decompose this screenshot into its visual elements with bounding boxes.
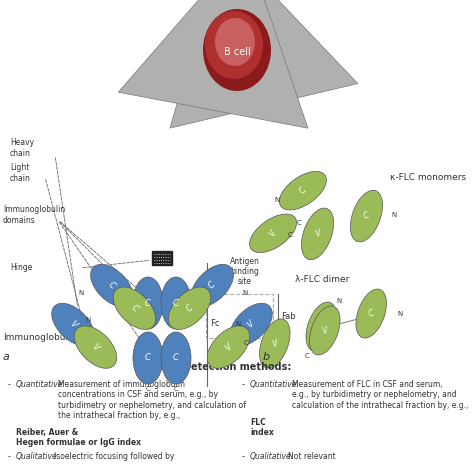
Ellipse shape (168, 287, 211, 329)
Text: V: V (314, 229, 321, 239)
Text: C: C (173, 386, 178, 392)
Text: -: - (242, 452, 245, 461)
Ellipse shape (207, 326, 250, 368)
Ellipse shape (301, 208, 334, 260)
Text: C: C (362, 211, 371, 221)
Ellipse shape (191, 264, 233, 307)
Text: C: C (317, 321, 325, 332)
Ellipse shape (113, 287, 155, 329)
Text: C: C (298, 186, 308, 195)
Text: Light
chain: Light chain (10, 164, 31, 182)
Ellipse shape (91, 264, 133, 307)
Ellipse shape (356, 289, 386, 338)
Ellipse shape (161, 332, 191, 384)
Text: V: V (223, 342, 234, 352)
Text: Fc: Fc (210, 319, 219, 328)
Text: Reiber, Auer &
Hegen formulae or IgG index: Reiber, Auer & Hegen formulae or IgG ind… (16, 428, 141, 447)
Text: Qualitative:: Qualitative: (250, 452, 294, 461)
Ellipse shape (133, 277, 163, 329)
Text: N: N (397, 310, 402, 317)
Text: Quantitative:: Quantitative: (16, 380, 66, 389)
Text: Detection methods:: Detection methods: (183, 362, 291, 372)
Ellipse shape (279, 172, 327, 210)
Text: Isoelectric focusing followed by: Isoelectric focusing followed by (54, 452, 174, 461)
Ellipse shape (205, 11, 263, 79)
Text: N: N (274, 197, 280, 203)
Ellipse shape (161, 277, 191, 329)
Text: C: C (297, 220, 301, 226)
Text: C: C (184, 303, 195, 313)
Ellipse shape (249, 214, 297, 253)
Text: Immunoglobulin: Immunoglobulin (3, 332, 76, 341)
Text: λ-FLC dimer: λ-FLC dimer (295, 275, 349, 284)
Text: V: V (271, 338, 279, 348)
Ellipse shape (260, 319, 290, 368)
Text: C: C (207, 280, 218, 291)
Ellipse shape (230, 303, 273, 346)
Ellipse shape (133, 332, 163, 384)
Ellipse shape (306, 302, 337, 351)
Text: -: - (242, 380, 245, 389)
Text: N: N (85, 317, 90, 323)
Text: N: N (392, 212, 397, 218)
Text: Hinge: Hinge (10, 264, 32, 273)
Ellipse shape (74, 326, 117, 368)
Text: Fab: Fab (281, 312, 296, 321)
Text: N: N (78, 291, 83, 296)
Text: FLC
index: FLC index (250, 418, 274, 438)
Text: C: C (145, 299, 151, 308)
Text: Heavy
chain: Heavy chain (10, 138, 34, 158)
Text: Qualitative:: Qualitative: (16, 452, 60, 461)
Text: V: V (321, 325, 329, 336)
Text: C: C (244, 340, 249, 346)
Text: b: b (263, 352, 270, 362)
Text: V: V (91, 342, 101, 352)
Ellipse shape (52, 303, 94, 346)
Text: N: N (236, 321, 241, 327)
Bar (152, 251, 172, 265)
Text: Measurement of FLC in CSF and serum,
e.g., by turbidimetry or nephelometry, and
: Measurement of FLC in CSF and serum, e.g… (292, 380, 468, 410)
Text: Antigen
binding
site: Antigen binding site (230, 256, 260, 286)
Ellipse shape (350, 190, 383, 242)
Ellipse shape (215, 18, 255, 66)
Text: V: V (246, 319, 256, 330)
Text: -: - (8, 452, 11, 461)
Text: Not relevant: Not relevant (288, 452, 336, 461)
Text: N: N (336, 299, 341, 304)
Text: C: C (287, 232, 292, 238)
Text: Measurement of immunoglobulin
concentrations in CSF and serum, e.g., by
turbidim: Measurement of immunoglobulin concentrat… (58, 380, 246, 420)
Text: V: V (68, 319, 78, 330)
Text: Quantitative:: Quantitative: (250, 380, 300, 389)
Text: a: a (3, 352, 10, 362)
Text: C: C (305, 353, 310, 358)
Text: κ-FLC monomers: κ-FLC monomers (390, 173, 466, 182)
Text: C: C (145, 354, 151, 363)
Ellipse shape (203, 9, 271, 91)
Text: C: C (173, 354, 179, 363)
Text: C: C (173, 299, 179, 308)
Text: C: C (107, 280, 117, 291)
Ellipse shape (310, 306, 340, 355)
Text: C: C (367, 309, 375, 319)
Text: V: V (268, 228, 278, 238)
Text: C: C (129, 303, 140, 313)
Bar (207, 294, 273, 338)
Text: -: - (8, 380, 11, 389)
Text: N: N (243, 291, 248, 296)
Text: C: C (146, 386, 150, 392)
Text: B cell: B cell (224, 47, 250, 57)
Text: Immunoglobulin
domains: Immunoglobulin domains (3, 205, 65, 225)
